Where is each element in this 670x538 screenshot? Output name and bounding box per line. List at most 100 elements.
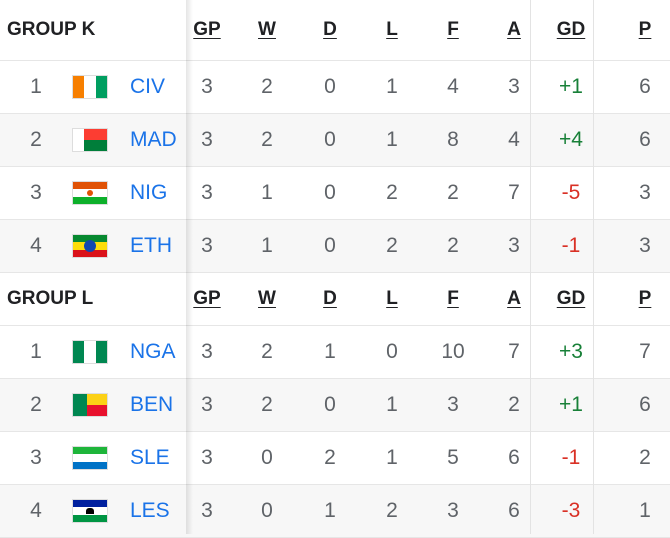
col-gp-header[interactable]: GP xyxy=(193,288,221,309)
l-value: 1 xyxy=(386,75,398,98)
rank: 4 xyxy=(30,234,42,257)
d-value: 1 xyxy=(324,340,336,363)
col-d-header[interactable]: D xyxy=(323,19,337,40)
rank: 3 xyxy=(30,181,42,204)
d-value: 1 xyxy=(324,499,336,522)
f-value: 2 xyxy=(447,181,459,204)
gp-value: 3 xyxy=(201,234,213,257)
p-value: 6 xyxy=(639,128,651,151)
lesotho-flag-icon xyxy=(73,500,107,522)
rank: 2 xyxy=(30,393,42,416)
column-divider xyxy=(530,0,531,534)
table-row[interactable]: 1 NGA 3 2 1 0 10 7 +3 7 xyxy=(0,326,670,379)
l-value: 1 xyxy=(386,446,398,469)
team-link[interactable]: CIV xyxy=(130,75,166,98)
team-link[interactable]: NGA xyxy=(130,340,176,363)
l-value: 2 xyxy=(386,234,398,257)
w-value: 0 xyxy=(261,499,273,522)
p-value: 2 xyxy=(639,446,651,469)
nigeria-flag-icon xyxy=(73,341,107,363)
madagascar-flag-icon xyxy=(73,129,107,151)
col-f-header[interactable]: F xyxy=(447,19,459,40)
table-row[interactable]: 4 LES 3 0 1 2 3 6 -3 1 xyxy=(0,485,670,538)
f-value: 3 xyxy=(447,499,459,522)
col-l-header[interactable]: L xyxy=(386,288,398,309)
team-link[interactable]: NIG xyxy=(130,181,168,204)
team-link[interactable]: MAD xyxy=(130,128,177,151)
gd-value: +1 xyxy=(559,75,583,98)
p-value: 3 xyxy=(639,181,651,204)
table-row[interactable]: 3 NIG 3 1 0 2 2 7 -5 3 xyxy=(0,167,670,220)
p-value: 6 xyxy=(639,393,651,416)
table-row[interactable]: 3 SLE 3 0 2 1 5 6 -1 2 xyxy=(0,432,670,485)
w-value: 1 xyxy=(261,181,273,204)
p-value: 7 xyxy=(639,340,651,363)
gp-value: 3 xyxy=(201,128,213,151)
team-link[interactable]: ETH xyxy=(130,234,172,257)
f-value: 4 xyxy=(447,75,459,98)
a-value: 6 xyxy=(508,499,520,522)
w-value: 2 xyxy=(261,75,273,98)
table-row[interactable]: 2 BEN 3 2 0 1 3 2 +1 6 xyxy=(0,379,670,432)
col-w-header[interactable]: W xyxy=(258,288,276,309)
niger-flag-icon xyxy=(73,182,107,204)
d-value: 0 xyxy=(324,181,336,204)
col-a-header[interactable]: A xyxy=(507,19,521,40)
col-l-header[interactable]: L xyxy=(386,19,398,40)
a-value: 7 xyxy=(508,340,520,363)
group-title: GROUP L xyxy=(7,288,94,309)
gp-value: 3 xyxy=(201,393,213,416)
w-value: 2 xyxy=(261,393,273,416)
group-title: GROUP K xyxy=(7,19,96,40)
col-a-header[interactable]: A xyxy=(507,288,521,309)
sierra-leone-flag-icon xyxy=(73,447,107,469)
gd-value: +1 xyxy=(559,393,583,416)
frozen-column-shadow xyxy=(186,0,193,534)
p-value: 1 xyxy=(639,499,651,522)
rank: 1 xyxy=(30,340,42,363)
gp-value: 3 xyxy=(201,446,213,469)
col-p-header[interactable]: P xyxy=(638,19,652,40)
f-value: 3 xyxy=(447,393,459,416)
gp-value: 3 xyxy=(201,499,213,522)
table-row[interactable]: 2 MAD 3 2 0 1 8 4 +4 6 xyxy=(0,114,670,167)
gp-value: 3 xyxy=(201,75,213,98)
a-value: 2 xyxy=(508,393,520,416)
col-gd-header[interactable]: GD xyxy=(556,288,586,309)
w-value: 1 xyxy=(261,234,273,257)
f-value: 8 xyxy=(447,128,459,151)
col-gd-header[interactable]: GD xyxy=(556,19,586,40)
team-link[interactable]: BEN xyxy=(130,393,174,416)
w-value: 0 xyxy=(261,446,273,469)
rank: 4 xyxy=(30,499,42,522)
l-value: 2 xyxy=(386,499,398,522)
rank: 2 xyxy=(30,128,42,151)
gd-value: +4 xyxy=(559,128,583,151)
d-value: 2 xyxy=(324,446,336,469)
rank: 1 xyxy=(30,75,42,98)
team-link[interactable]: LES xyxy=(130,499,170,522)
benin-flag-icon xyxy=(73,394,107,416)
col-gp-header[interactable]: GP xyxy=(193,19,221,40)
d-value: 0 xyxy=(324,128,336,151)
gd-value: -1 xyxy=(561,446,581,469)
l-value: 1 xyxy=(386,393,398,416)
l-value: 1 xyxy=(386,128,398,151)
table-row[interactable]: 4 ETH 3 1 0 2 2 3 -1 3 xyxy=(0,220,670,273)
group-header-row: GROUP L GP W D L F A GD P xyxy=(0,273,670,326)
a-value: 4 xyxy=(508,128,520,151)
col-d-header[interactable]: D xyxy=(323,288,337,309)
gp-value: 3 xyxy=(201,340,213,363)
a-value: 3 xyxy=(508,234,520,257)
table-row[interactable]: 1 CIV 3 2 0 1 4 3 +1 6 xyxy=(0,61,670,114)
team-link[interactable]: SLE xyxy=(130,446,170,469)
f-value: 5 xyxy=(447,446,459,469)
ethiopia-flag-icon xyxy=(73,235,107,257)
col-p-header[interactable]: P xyxy=(638,288,652,309)
col-w-header[interactable]: W xyxy=(258,19,276,40)
gp-value: 3 xyxy=(201,181,213,204)
col-f-header[interactable]: F xyxy=(447,288,459,309)
gd-value: -3 xyxy=(561,499,581,522)
gd-value: -1 xyxy=(561,234,581,257)
